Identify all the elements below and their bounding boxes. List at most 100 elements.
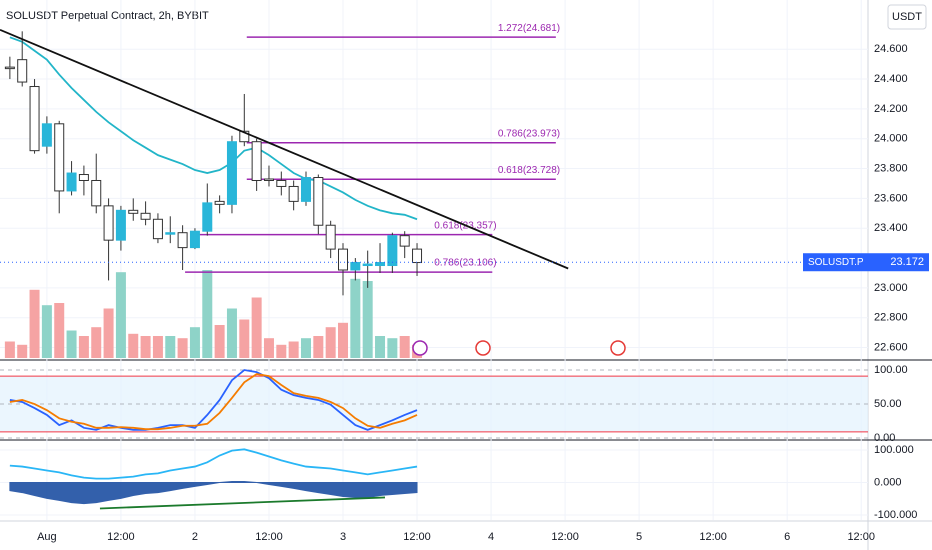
candle-body (288, 185, 299, 202)
volume-bar (276, 344, 287, 358)
candle-body (251, 141, 262, 181)
price-tag-value: 23.172 (890, 256, 924, 268)
candle-body (91, 179, 102, 207)
candle-body (214, 200, 225, 205)
volume-bar (140, 336, 151, 358)
volume-bar (115, 272, 126, 358)
volume-bar (350, 278, 361, 358)
x-tick-label: 12:00 (699, 531, 727, 543)
candle-body (412, 248, 423, 264)
volume-bar (189, 327, 200, 358)
volume-bar (251, 297, 262, 358)
volume-bar (91, 327, 102, 358)
candle-body (313, 177, 324, 226)
candle-body (325, 224, 336, 250)
x-tick-label: 5 (636, 531, 642, 543)
event-icon (412, 340, 428, 356)
candle-body (17, 59, 28, 83)
volume-bar (362, 281, 373, 358)
volume-bar (288, 341, 299, 358)
candle-body (300, 177, 311, 202)
y-tick-label: 24.200 (874, 103, 908, 115)
candle-body (263, 178, 274, 181)
volume-bar (300, 338, 311, 358)
candle-body (41, 123, 52, 147)
candle-body (4, 66, 15, 70)
volume-bar (66, 330, 77, 358)
y-tick-label: 22.800 (874, 312, 908, 324)
y-tick-label: 24.000 (874, 133, 908, 145)
volume-bar (103, 308, 114, 358)
candle-body (78, 174, 89, 181)
volume-bar (177, 338, 188, 358)
y-tick-label: 0.00 (874, 432, 895, 444)
volume-bar (165, 336, 176, 358)
volume-bar (214, 325, 225, 358)
volume-bar (338, 322, 349, 358)
volume-bar (17, 344, 28, 358)
candle-body (115, 209, 126, 241)
volume-bar (152, 336, 163, 358)
candle-body (375, 262, 386, 267)
candle-body (226, 141, 237, 205)
fib-label: 1.272(24.681) (498, 23, 560, 34)
area (9, 481, 418, 505)
price-tag-bg (803, 253, 929, 272)
y-tick-label: 23.400 (874, 222, 908, 234)
trendline (0, 29, 569, 270)
ema-line (9, 36, 418, 221)
y-tick-label: -100.000 (874, 509, 917, 521)
y-tick-label: 23.600 (874, 192, 908, 204)
price-tag-name: SOLUSDT.P (808, 257, 864, 268)
volume-bar (128, 333, 139, 358)
candle-body (103, 205, 114, 241)
candle-body (54, 123, 65, 192)
currency-button[interactable] (887, 4, 927, 30)
x-tick-label: 12:00 (107, 531, 135, 543)
candle-body (66, 172, 77, 192)
volume-bar (375, 336, 386, 358)
series-line (9, 448, 418, 480)
x-tick-label: Aug (37, 531, 57, 543)
volume-bar (54, 303, 65, 358)
candle-body (202, 202, 213, 232)
candle-body (29, 86, 40, 152)
volume-bar (263, 338, 274, 358)
candle-body (276, 179, 287, 187)
volume-bar (387, 338, 398, 358)
x-tick-label: 12:00 (255, 531, 283, 543)
volume-bar (313, 336, 324, 358)
candle-body (338, 248, 349, 271)
x-tick-label: 12:00 (847, 531, 875, 543)
currency-label[interactable]: USDT (892, 11, 922, 23)
candle-body (387, 235, 398, 267)
candle-body (165, 232, 176, 235)
chart-title: SOLUSDT Perpetual Contract, 2h, BYBIT (6, 10, 209, 22)
y-tick-label: 100.000 (874, 444, 914, 456)
y-tick-label: 23.800 (874, 162, 908, 174)
x-tick-label: 3 (340, 531, 346, 543)
volume-bar (399, 336, 410, 358)
series-line (9, 373, 418, 431)
volume-bar (239, 319, 250, 358)
event-icon (610, 340, 626, 356)
y-tick-label: 24.600 (874, 43, 908, 55)
candle-body (140, 212, 151, 220)
y-tick-label: 50.00 (874, 398, 902, 410)
event-icon (475, 340, 491, 356)
volume-bar (4, 341, 15, 358)
candle-body (362, 263, 373, 267)
x-tick-label: 12:00 (403, 531, 431, 543)
x-tick-label: 12:00 (551, 531, 579, 543)
x-tick-label: 2 (192, 531, 198, 543)
y-tick-label: 100.00 (874, 364, 908, 376)
x-tick-label: 6 (784, 531, 790, 543)
y-tick-label: 24.400 (874, 73, 908, 85)
fib-label: 0.786(23.106) (434, 258, 496, 269)
volume-bar (29, 289, 40, 358)
candle-body (239, 130, 250, 143)
candle-body (152, 218, 163, 240)
trendline (99, 496, 385, 510)
